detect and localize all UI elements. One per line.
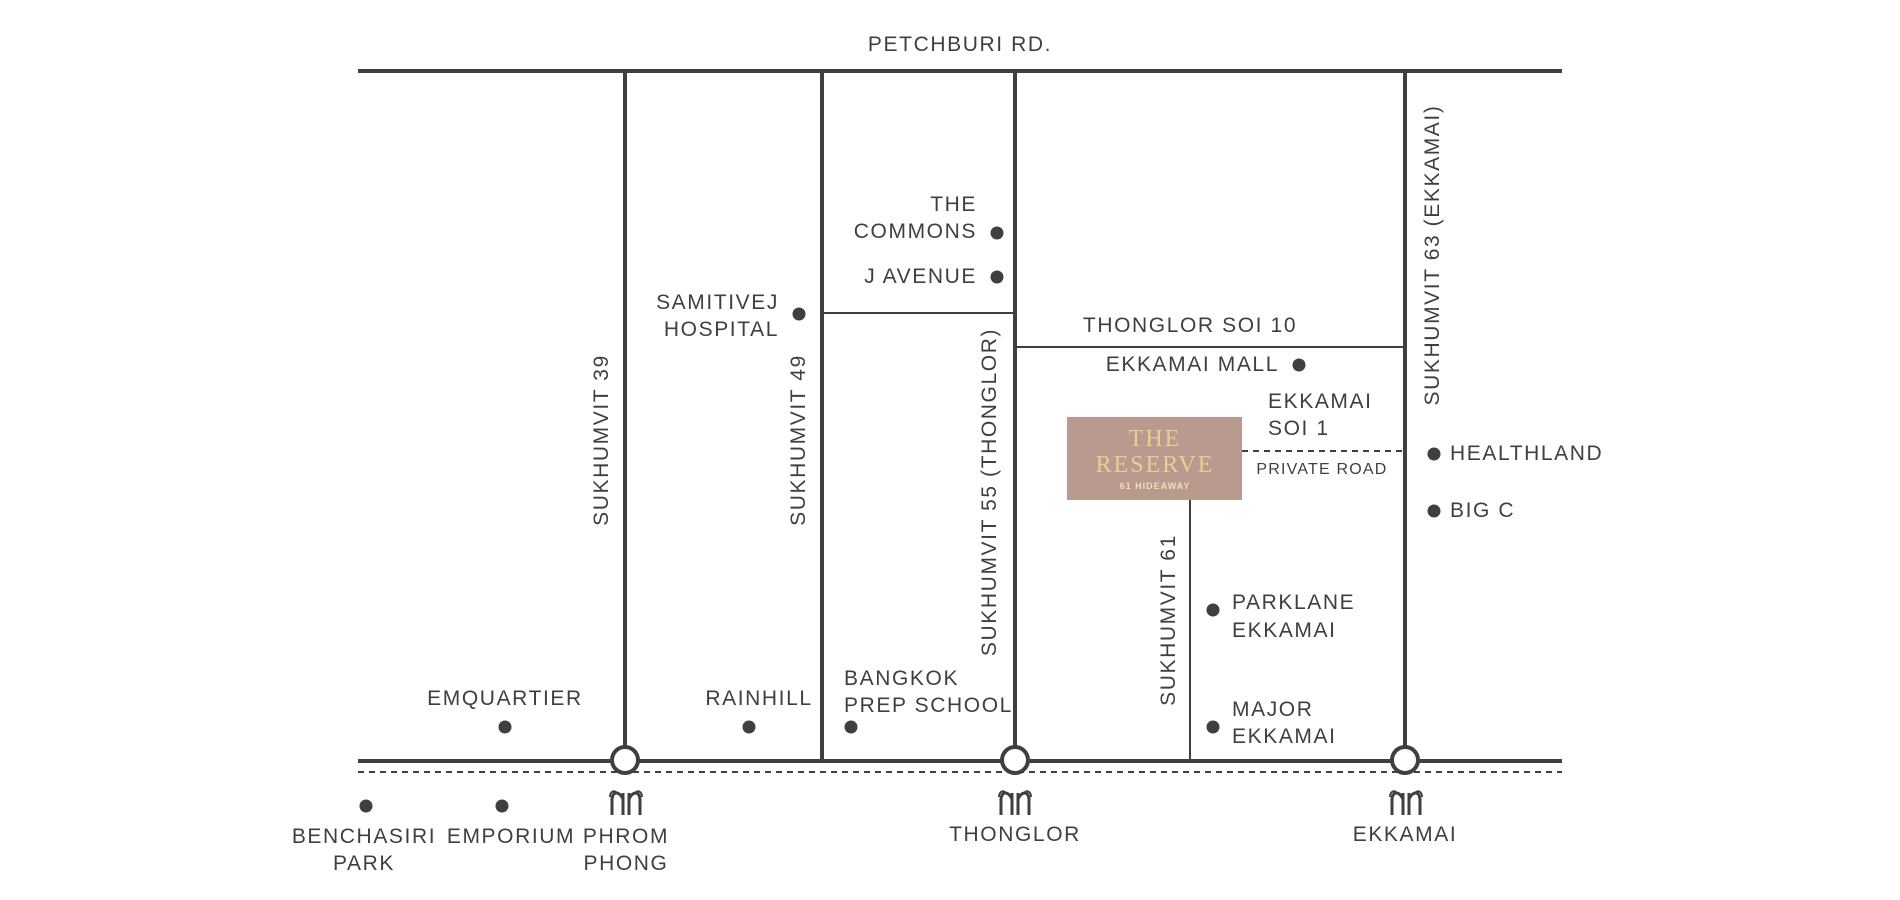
healthland-dot [1427, 447, 1441, 461]
bts-icon [1389, 790, 1423, 815]
thonglor-station-label: THONGLOR [949, 823, 1081, 846]
sukhumvit-63-label: SUKHUMVIT 63 (EKKAMAI) [1421, 105, 1444, 406]
bangkok-prep-label-line2: PREP SCHOOL [844, 694, 1013, 717]
big-c-label: BIG C [1450, 499, 1515, 522]
parklane-dot [1206, 603, 1220, 617]
landmark-dots [359, 226, 1441, 813]
private-road-label: PRIVATE ROAD [1256, 461, 1387, 478]
phrom-phong-label-line2: PHONG [583, 852, 668, 875]
emquartier-dot [498, 720, 512, 734]
rainhill-dot [742, 720, 756, 734]
sukhumvit-39-label: SUKHUMVIT 39 [590, 354, 613, 526]
major-label-line1: MAJOR [1232, 698, 1314, 721]
rainhill-label: RAINHILL [705, 687, 812, 710]
the-commons-label-line1: THE [930, 193, 977, 216]
major-label-line2: EKKAMAI [1232, 725, 1337, 748]
logo-line-the: THE [1129, 426, 1182, 452]
emporium-label: EMPORIUM [447, 825, 575, 848]
major-dot [1206, 720, 1220, 734]
ekkamai-soi-1-label-line1: EKKAMAI [1268, 390, 1373, 413]
j-avenue-label: J AVENUE [864, 265, 977, 288]
the-reserve-logo[interactable]: THE RESERVE 61 HIDEAWAY [1067, 417, 1242, 500]
thonglor-station-circle [1000, 745, 1030, 775]
phrom-phong-label-line1: PHROM [583, 825, 669, 848]
parklane-label-line2: EKKAMAI [1232, 619, 1337, 642]
benchasiri-label-line2: PARK [333, 852, 395, 875]
logo-line-reserve: RESERVE [1096, 452, 1215, 478]
samitivej-label-line1: SAMITIVEJ [656, 291, 779, 314]
ekkamai-station-circle [1390, 745, 1420, 775]
j-avenue-dot [990, 270, 1004, 284]
benchasiri-label-line1: BENCHASIRI [292, 825, 436, 848]
healthland-label: HEALTHLAND [1450, 442, 1603, 465]
sukhumvit-61-label: SUKHUMVIT 61 [1157, 534, 1180, 706]
bts-icon [609, 790, 643, 815]
benchasiri-dot [359, 799, 373, 813]
roads [358, 69, 1562, 773]
bangkok-prep-dot [844, 720, 858, 734]
ekkamai-station-label: EKKAMAI [1353, 823, 1458, 846]
parklane-label-line1: PARKLANE [1232, 591, 1355, 614]
ekkamai-mall-dot [1292, 358, 1306, 372]
station-circles [610, 745, 1420, 775]
the-commons-dot [990, 226, 1004, 240]
sukhumvit-55-label: SUKHUMVIT 55 (THONGLOR) [978, 328, 1001, 656]
bangkok-prep-label-line1: BANGKOK [844, 667, 959, 690]
logo-background [1067, 417, 1242, 500]
phrom-phong-station-circle [610, 745, 640, 775]
samitivej-dot [792, 307, 806, 321]
sukhumvit-49-label: SUKHUMVIT 49 [787, 354, 810, 526]
bts-icon [998, 790, 1032, 815]
ekkamai-mall-label: EKKAMAI MALL [1106, 353, 1279, 376]
emporium-dot [495, 799, 509, 813]
samitivej-label-line2: HOSPITAL [664, 318, 779, 341]
petchburi-road-label: PETCHBURI RD. [868, 33, 1052, 56]
thonglor-soi-10-label: THONGLOR SOI 10 [1083, 314, 1297, 337]
ekkamai-soi-1-label-line2: SOI 1 [1268, 417, 1330, 440]
big-c-dot [1427, 504, 1441, 518]
logo-line-hideaway: 61 HIDEAWAY [1120, 481, 1191, 491]
the-commons-label-line2: COMMONS [854, 220, 977, 243]
emquartier-label: EMQUARTIER [427, 687, 583, 710]
